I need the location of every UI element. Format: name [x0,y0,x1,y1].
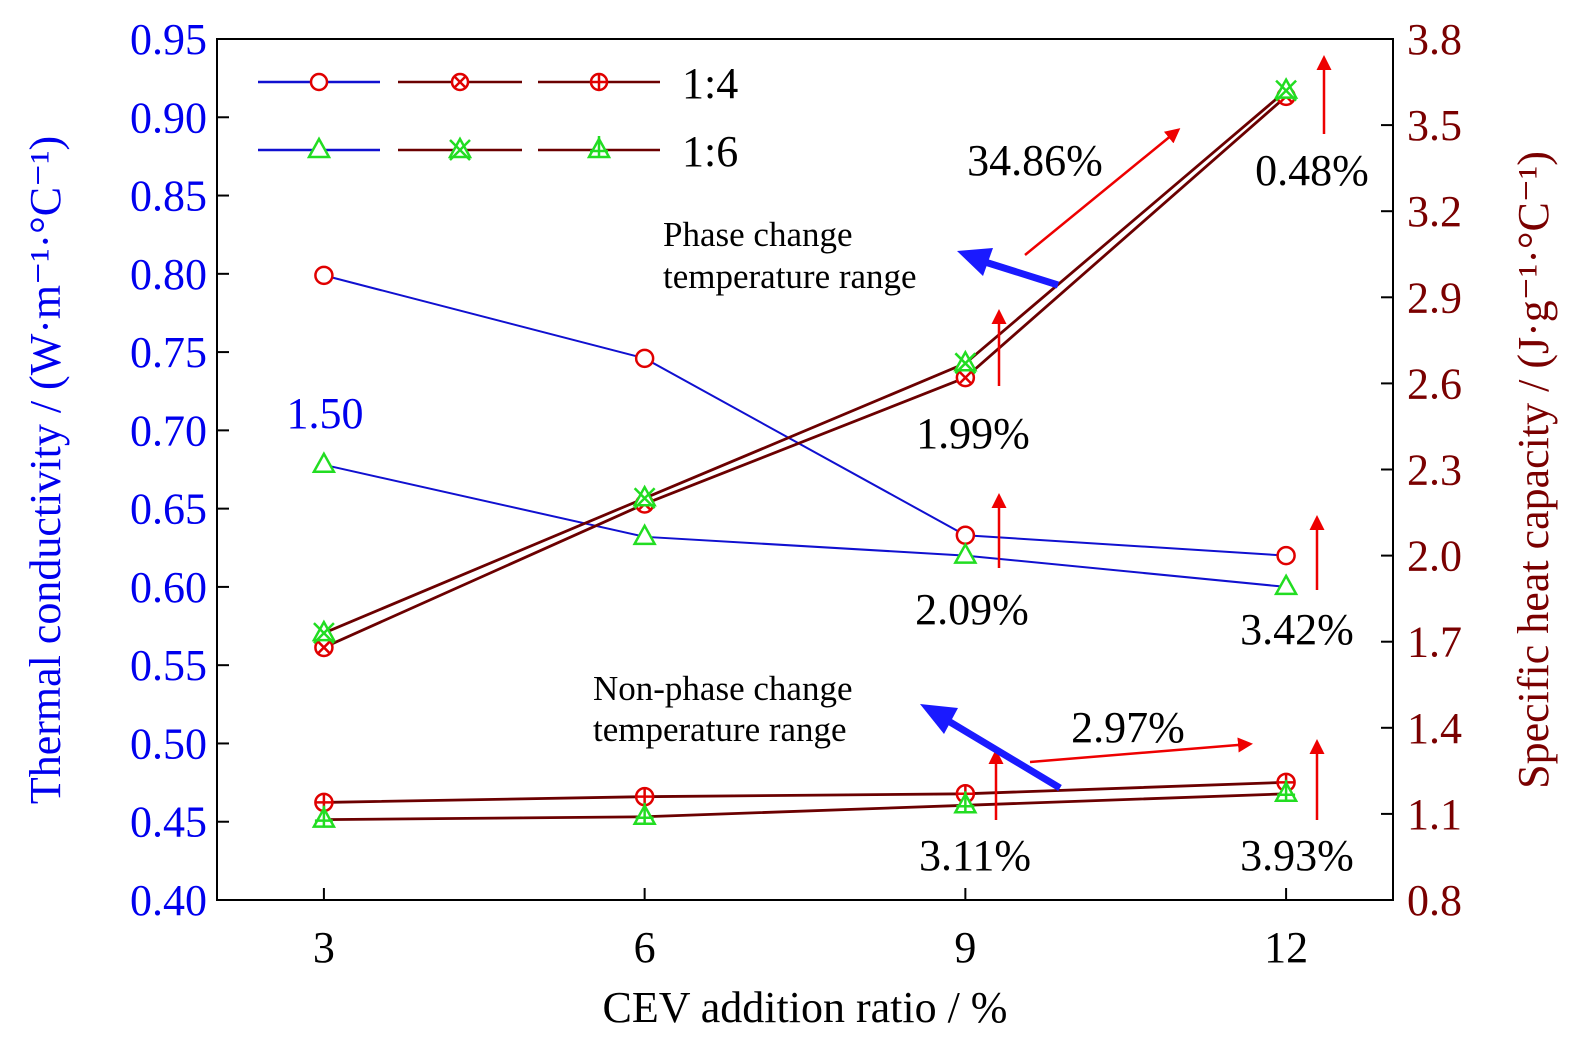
legend-marker-circle [309,72,329,92]
x-axis: 3 6 9 12 [313,888,1308,972]
x-axis-title: CEV addition ratio / % [603,983,1008,1032]
right-axis-tick-label: 2.6 [1407,359,1462,408]
label-phase-line1: Phase change [663,215,853,254]
x-axis-tick-label: 3 [313,923,335,972]
data-point [1276,545,1296,566]
left-axis-tick-label: 0.75 [130,328,207,377]
annotation-arrows [920,55,1332,820]
data-point [632,802,657,826]
data-point [1273,77,1299,102]
data-point [311,805,337,828]
left-axis-tick-label: 0.80 [130,250,207,299]
data-point [314,265,334,286]
series-line [323,792,1287,822]
annotation-34-86: 34.86% [967,136,1103,185]
series-line [323,274,1287,557]
right-axis-tick-label: 0.8 [1407,876,1462,925]
left-axis-tick-label: 0.45 [130,798,207,847]
x-axis-tick-label: 6 [634,923,656,972]
data-point [953,349,978,375]
right-y-axis: 0.8 1.1 1.4 1.7 2.0 2.3 2.6 2.9 3.2 3.5 3.8 [1381,15,1462,925]
legend-marker-triangle-plus [586,136,612,159]
data-point [314,637,334,658]
legend-marker-circle-x [450,72,470,92]
arrow-34-86 [1024,128,1181,256]
series-line [323,89,1287,635]
data-point [953,791,978,814]
right-axis-tick-label: 3.2 [1407,187,1462,236]
data-point [311,451,337,474]
arrow-2-97 [1029,737,1253,764]
series-heat_nonphase-1-6 [311,779,1299,828]
legend: 1:4 1:6 [258,59,738,176]
plot-frame [216,38,1394,901]
left-axis-title: Thermal conductivity / (W·m⁻¹·°C⁻¹) [21,136,70,804]
label-nonphase-line1: Non-phase change [593,669,852,708]
series-thermal-1-4 [314,265,1296,566]
left-axis-tick-label: 0.50 [130,719,207,768]
data-point [634,348,655,369]
left-axis-tick-label: 0.85 [130,172,207,221]
right-axis-tick-label: 1.7 [1407,618,1462,667]
label-nonphase-line2: temperature range [593,710,847,749]
annotation-3-93: 3.93% [1240,831,1354,880]
annotation-3-42: 3.42% [1240,605,1354,654]
annotation-0-48: 0.48% [1255,146,1369,195]
data-point [955,367,976,388]
left-axis-tick-label: 0.90 [130,93,207,142]
right-axis-tick-label: 3.8 [1407,15,1462,64]
right-axis-tick-label: 1.1 [1407,790,1462,839]
series-heat_phase-1-4 [314,86,1296,658]
legend-marker-x-triangle [447,136,473,161]
legend-row-1-6: 1:6 [258,127,738,176]
x-axis-tick-label: 12 [1264,923,1308,972]
left-axis-tick-label: 0.55 [130,641,207,690]
left-axis-tick-label: 0.65 [130,485,207,534]
right-axis-tick-label: 2.3 [1407,446,1462,495]
series-heat_nonphase-1-4 [314,772,1296,813]
annotation-1-99: 1.99% [916,409,1030,458]
data-point [1273,779,1299,803]
x-axis-tick-label: 9 [954,923,976,972]
legend-label-1-4: 1:4 [682,59,738,108]
data-point [953,542,978,564]
legend-marker-triangle [306,136,332,159]
series-thermal-1-6 [311,451,1299,596]
data-point [311,619,337,644]
annotation-1-50: 1.50 [287,389,364,438]
annotation-2-97: 2.97% [1071,703,1185,752]
left-axis-tick-label: 0.70 [130,406,207,455]
legend-label-1-6: 1:6 [682,127,738,176]
data-point [632,484,657,510]
right-axis-tick-label: 2.9 [1407,273,1462,322]
series-heat_phase-1-6 [311,77,1299,644]
right-axis-tick-label: 3.5 [1407,101,1462,150]
data-point [634,786,655,807]
right-axis-tick-label: 1.4 [1407,704,1462,753]
legend-row-1-4: 1:4 [258,59,738,108]
data-point [955,525,976,545]
series-line [323,95,1288,649]
arrow-phase-range [957,248,1060,289]
series-layer [311,77,1299,828]
right-axis-title: Specific heat capacity / (J·g⁻¹·°C⁻¹) [1509,151,1558,789]
label-phase-line2: temperature range [663,257,917,296]
series-line [323,463,1287,588]
legend-marker-circle-plus [589,72,609,92]
right-axis-tick-label: 2.0 [1407,532,1462,581]
left-y-axis: 0.40 0.45 0.50 0.55 0.60 0.65 0.70 0.75 0.80 0.85… [130,15,229,925]
series-line [323,780,1287,804]
annotation-3-11: 3.11% [919,831,1031,880]
annotation-2-09: 2.09% [915,585,1029,634]
left-axis-tick-label: 0.95 [130,15,207,64]
left-axis-tick-label: 0.60 [130,563,207,612]
arrow-nonphase-range [920,704,1062,792]
data-point [632,523,657,546]
data-point [1273,573,1299,596]
left-axis-tick-label: 0.40 [130,876,207,925]
